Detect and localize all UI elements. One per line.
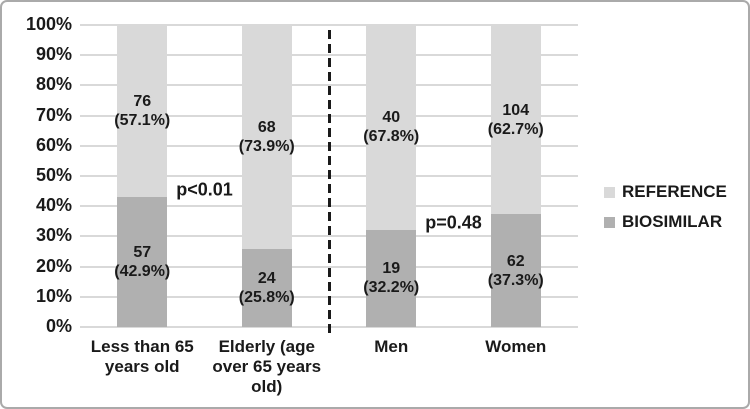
bar-segment-biosimilar: 62 (37.3%) — [487, 214, 544, 327]
legend-item-biosimilar: BIOSIMILAR — [604, 212, 727, 232]
bar-segment-reference: 76 (57.1%) — [114, 25, 171, 198]
legend-label-reference: REFERENCE — [622, 182, 727, 201]
biosimilar-value-label: 19 (32.2%) — [363, 260, 420, 297]
y-axis-tick-label: 20% — [35, 255, 72, 276]
reference-value-label: 104 (62.7%) — [487, 101, 544, 138]
bar-segment-biosimilar: 57 (42.9%) — [114, 197, 171, 327]
bar-segment-reference: 104 (62.7%) — [487, 25, 544, 215]
gridline — [80, 24, 578, 26]
p-value-annotation: p<0.01 — [174, 179, 235, 201]
reference-swatch-icon — [604, 186, 615, 198]
reference-value-label: 40 (67.8%) — [363, 109, 420, 146]
category-label: Men — [374, 337, 409, 356]
y-axis-tick-label: 50% — [35, 165, 72, 185]
y-axis-tick-label: 0% — [45, 316, 72, 336]
y-axis-tick-label: 100% — [25, 14, 72, 34]
y-axis-tick-label: 40% — [35, 195, 72, 216]
y-axis-tick-label: 30% — [35, 225, 72, 246]
legend-item-reference: REFERENCE — [604, 182, 727, 202]
p-value-annotation: p=0.48 — [423, 212, 484, 234]
biosimilar-value-label: 57 (42.9%) — [114, 244, 171, 281]
bar-4: 104 (62.7%) 62 (37.3%) — [487, 25, 544, 327]
bar-2: 68 (73.9%) 24 (25.8%) — [238, 25, 295, 327]
y-axis-tick-label: 80% — [35, 74, 72, 95]
reference-value-label: 76 (57.1%) — [114, 93, 171, 130]
bar-segment-reference: 40 (67.8%) — [363, 25, 420, 230]
legend-label-biosimilar: BIOSIMILAR — [622, 212, 723, 231]
category-label: Elderly (age over 65 years old) — [212, 337, 322, 396]
y-axis-tick-label: 70% — [35, 104, 72, 125]
biosimilar-value-label: 62 (37.3%) — [487, 252, 544, 289]
y-axis-tick-label: 90% — [35, 44, 72, 65]
reference-value-label: 68 (73.9%) — [238, 119, 295, 156]
bar-segment-biosimilar: 19 (32.2%) — [363, 229, 420, 327]
y-axis-tick-label: 10% — [35, 285, 72, 306]
category-label: Women — [485, 337, 547, 356]
bar-3: 40 (67.8%) 19 (32.2%) — [363, 25, 420, 327]
biosimilar-value-label: 24 (25.8%) — [238, 270, 295, 307]
y-axis-tick-label: 60% — [35, 134, 72, 155]
bar-segment-reference: 68 (73.9%) — [238, 25, 295, 250]
bar-1: 76 (57.1%) 57 (42.9%) — [114, 25, 171, 327]
legend: REFERENCE BIOSIMILAR — [604, 182, 727, 232]
bar-segment-biosimilar: 24 (25.8%) — [238, 249, 295, 327]
biosimilar-swatch-icon — [604, 216, 615, 228]
group-separator-line — [327, 30, 331, 336]
category-label: Less than 65 years old — [90, 337, 194, 376]
